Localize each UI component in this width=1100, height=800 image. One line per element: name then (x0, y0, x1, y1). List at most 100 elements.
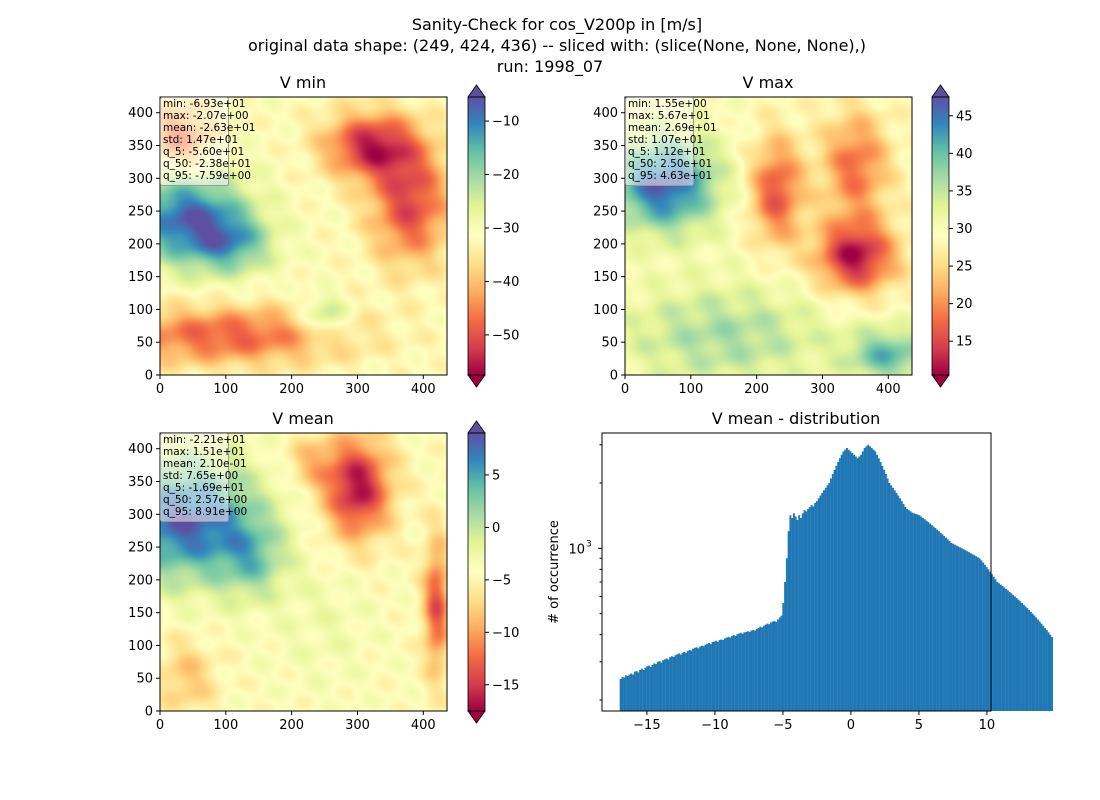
histogram-bar (722, 640, 725, 711)
x-tick-label: 400 (411, 382, 436, 397)
histogram-bar (1028, 609, 1031, 711)
histogram-bar (780, 615, 783, 711)
histogram-bar (693, 647, 696, 711)
histogram-bar (715, 640, 718, 711)
histogram-bar (803, 510, 806, 711)
histogram-bar (686, 650, 689, 711)
histogram-bar (731, 635, 733, 711)
colorbar-tick-label: −30 (492, 221, 519, 236)
y-tick-exponent: 3 (586, 539, 592, 549)
histogram-bar (838, 458, 841, 711)
y-tick-label: 50 (136, 672, 153, 687)
histogram-bar (619, 678, 622, 711)
histogram-bar (679, 654, 682, 711)
histogram-bar (709, 644, 712, 711)
y-tick-label: 400 (128, 106, 153, 121)
histogram-bar (913, 513, 916, 711)
panel-v-mean: V mean 0 100 200 300 40005010015020025030035… (128, 409, 519, 733)
histogram-bar (992, 576, 995, 711)
histogram-bar (665, 658, 668, 711)
histogram-bar (991, 574, 993, 711)
histogram-bar (865, 446, 868, 711)
histogram-bar (976, 557, 979, 711)
y-tick-label: 350 (593, 139, 618, 154)
colorbar-frame (931, 96, 950, 376)
colorbar-extend-min (467, 374, 486, 388)
histogram-bar (1008, 591, 1011, 711)
colorbar: 15 20 25 30 35 40 45 (931, 84, 973, 388)
histogram-bar (792, 513, 795, 711)
histogram-bar (953, 544, 956, 711)
histogram-bar (964, 550, 967, 711)
histogram-bar (989, 571, 992, 711)
histogram-bar (932, 526, 935, 711)
histogram-bar (1013, 596, 1016, 711)
histogram-bar (787, 531, 790, 711)
histogram-bar (741, 633, 744, 711)
histogram-bar (907, 510, 910, 711)
histogram-bar (906, 508, 909, 711)
histogram-bar (704, 644, 707, 711)
y-tick-label: 150 (128, 606, 153, 621)
stats-box-background (160, 433, 229, 522)
histogram-bar (946, 539, 949, 711)
histogram-bar (858, 456, 861, 711)
stats-line: q_95: 4.63e+01 (628, 170, 712, 182)
histogram-bar (868, 446, 871, 711)
histogram-bar (1044, 627, 1046, 711)
histogram-bar (743, 632, 746, 711)
stats-box-background (625, 97, 694, 186)
colorbar-tick-label: 15 (956, 335, 973, 350)
histogram-bar (678, 653, 680, 711)
y-axis-label: # of occurrence (547, 520, 562, 624)
stats-line: std: 7.65e+00 (163, 470, 238, 482)
y-tick-label: 300 (593, 172, 618, 187)
histogram-bar (713, 641, 716, 711)
histogram-bar (1012, 594, 1015, 711)
histogram-bar (724, 638, 726, 711)
histogram-bar (1005, 588, 1008, 711)
histogram-bar (890, 485, 893, 711)
histogram-bar (886, 478, 889, 711)
histogram-bar (916, 514, 919, 711)
histogram-bar (785, 558, 788, 711)
histogram-bar (879, 461, 882, 711)
histogram-bar (1038, 621, 1041, 711)
histogram-bar (642, 670, 645, 711)
histogram-bar (746, 631, 749, 711)
histogram-bar (1045, 630, 1048, 711)
stats-box-background (160, 97, 229, 186)
histogram-bar (918, 515, 921, 711)
histogram-bar (925, 520, 928, 711)
histogram-bar (950, 542, 953, 711)
histogram-bar (669, 657, 672, 711)
panel-v-min: V min 0 100 200 300 400 0 50 100 150 200 250 300 350… (128, 73, 519, 397)
histogram-bar (853, 454, 855, 711)
colorbar: −50 −40 −30 −20 −10 (467, 84, 519, 388)
histogram-bar (904, 507, 907, 711)
histogram-bar (819, 495, 822, 711)
histogram-bar (674, 655, 677, 711)
histogram-bar (941, 534, 944, 711)
histogram-bar (969, 553, 972, 711)
histogram-bar (897, 495, 900, 711)
colorbar-tick-label: 45 (956, 109, 973, 124)
histogram-bar (891, 487, 894, 711)
histogram-bar (973, 555, 976, 711)
histogram-bar (702, 646, 705, 711)
histogram-bar (999, 584, 1002, 711)
histogram-bar (888, 483, 891, 711)
colorbar: −15 −10 −5 0 5 (467, 420, 519, 724)
stats-line: min: -2.21e+01 (163, 434, 245, 446)
histogram-bar (640, 668, 643, 711)
histogram-bar (840, 454, 843, 711)
y-tick-label: 350 (128, 139, 153, 154)
histogram-bar (757, 627, 760, 711)
histogram-bar (994, 579, 997, 711)
histogram-bar (635, 671, 638, 711)
histogram-bar (754, 630, 756, 711)
plot-frame (159, 96, 448, 376)
histogram-bar (791, 517, 794, 711)
